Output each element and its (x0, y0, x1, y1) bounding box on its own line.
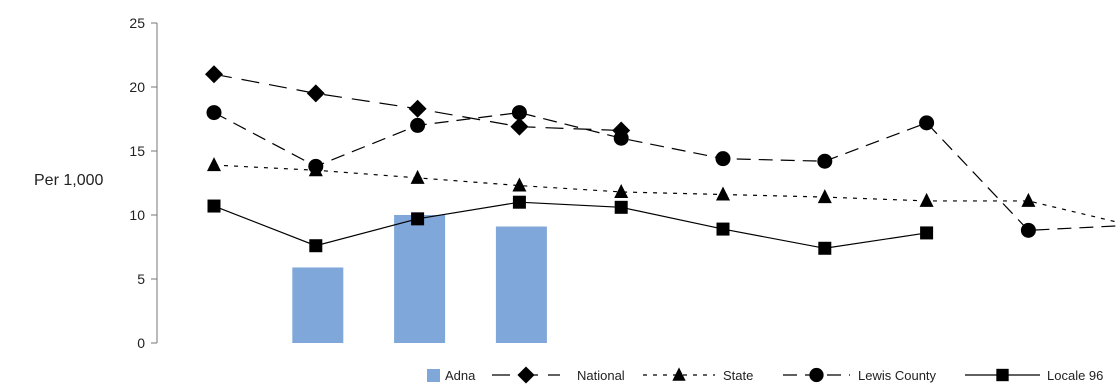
series-locale-96 (207, 195, 934, 255)
bar-adna (394, 215, 446, 343)
legend-item-national: National (492, 366, 625, 384)
point-state (410, 169, 425, 184)
legend-marker (517, 366, 535, 384)
legend-label: State (723, 368, 753, 383)
legend-item-lewis-county: Lewis County (783, 367, 937, 383)
legend: Adna National State Lewis County Locale 96 (427, 366, 1103, 384)
legend-item-adna: Adna (427, 368, 476, 383)
point-national (510, 117, 529, 136)
y-tick-label: 25 (129, 15, 145, 31)
bar-adna (495, 226, 547, 343)
point-state (1021, 192, 1036, 207)
lines (205, 65, 1119, 255)
point-lewis-county (1020, 222, 1036, 238)
y-tick-label: 5 (137, 271, 145, 287)
series-national (205, 65, 631, 140)
point-locale-96 (411, 212, 425, 226)
point-national (306, 84, 325, 103)
series-lewis-county (206, 105, 1119, 238)
legend-item-locale-96: Locale 96 (965, 368, 1103, 383)
point-state (512, 177, 527, 192)
legend-marker (996, 368, 1009, 382)
point-national (408, 99, 427, 118)
point-locale-96 (920, 226, 934, 240)
point-locale-96 (207, 199, 221, 213)
point-state (919, 192, 934, 207)
point-locale-96 (512, 195, 526, 209)
point-lewis-county (817, 153, 833, 169)
y-axis: 0 5 10 15 20 25 (129, 15, 158, 351)
legend-label: Locale 96 (1047, 368, 1103, 383)
y-tick-label: 10 (129, 207, 145, 223)
point-locale-96 (818, 241, 832, 255)
point-locale-96 (614, 200, 628, 214)
bars (292, 215, 547, 343)
point-lewis-county (715, 151, 731, 167)
point-state (817, 189, 832, 204)
y-axis-label: Per 1,000 (34, 172, 103, 189)
point-locale-96 (716, 222, 730, 236)
legend-swatch (427, 369, 440, 382)
y-tick-label: 0 (137, 335, 145, 351)
legend-label: National (577, 368, 625, 383)
point-lewis-county (410, 117, 426, 133)
line-state (213, 164, 1119, 224)
point-lewis-county (206, 105, 222, 121)
legend-label: Lewis County (858, 368, 937, 383)
point-lewis-county (308, 158, 324, 174)
legend-label: Adna (445, 368, 476, 383)
line-lewis-county (213, 111, 1119, 231)
bar-adna (292, 267, 344, 343)
y-tick-label: 15 (129, 143, 145, 159)
point-state (207, 157, 221, 172)
legend-marker (809, 367, 824, 383)
point-lewis-county (613, 130, 629, 146)
y-tick-label: 20 (129, 79, 145, 95)
legend-item-state: State (643, 367, 753, 383)
series-state (207, 157, 1119, 224)
legend-marker (672, 367, 686, 381)
point-lewis-county (511, 105, 527, 121)
point-locale-96 (309, 239, 323, 253)
point-state (614, 183, 629, 198)
point-state (716, 186, 730, 201)
line-locale-96 (213, 201, 927, 249)
point-national (205, 65, 223, 84)
point-lewis-county (919, 115, 935, 131)
